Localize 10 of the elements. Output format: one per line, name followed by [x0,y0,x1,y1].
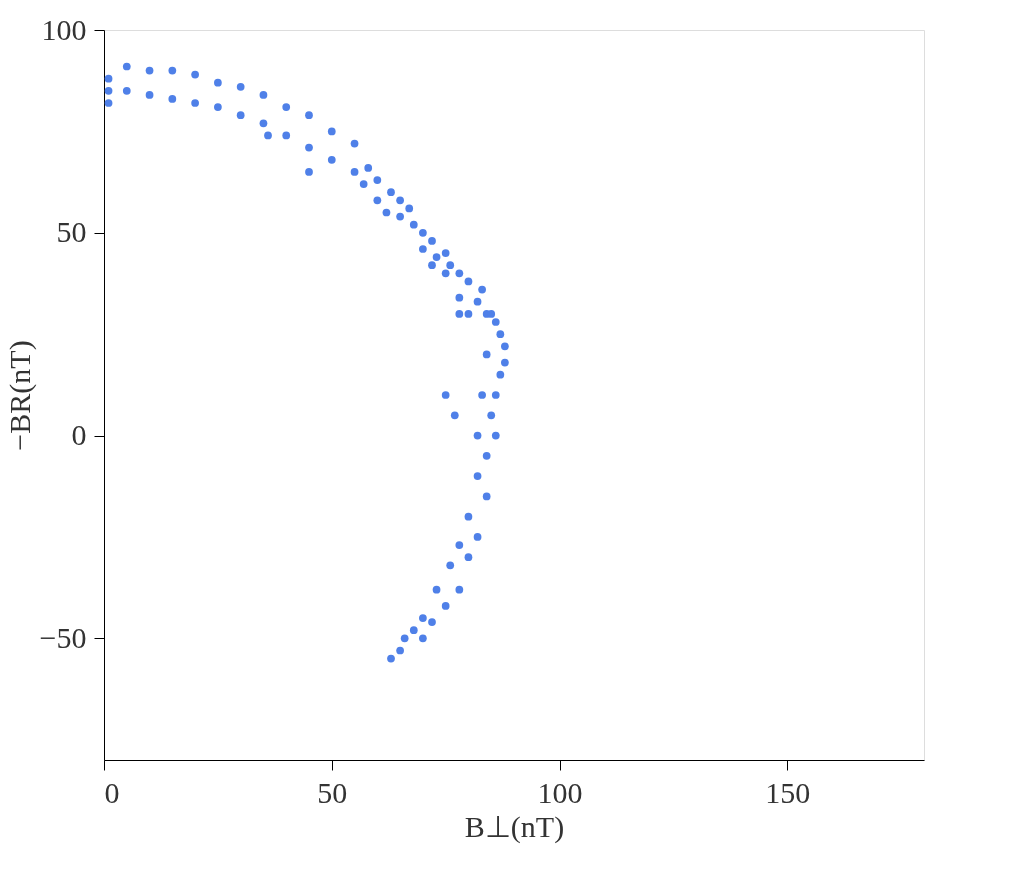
y-tick-label: 100 [41,12,87,46]
x-tick-label: 0 [104,775,120,809]
x-tick-label: 100 [537,775,583,809]
x-tick-label: 50 [317,775,348,809]
y-tick-label: 50 [56,215,87,249]
y-axis-title: −BR(nT) [2,340,37,451]
x-tick-label: 150 [765,775,811,809]
y-tick-label: 0 [71,418,87,452]
y-tick-label: −50 [39,620,87,654]
x-axis-title: B⊥(nT) [464,809,565,844]
